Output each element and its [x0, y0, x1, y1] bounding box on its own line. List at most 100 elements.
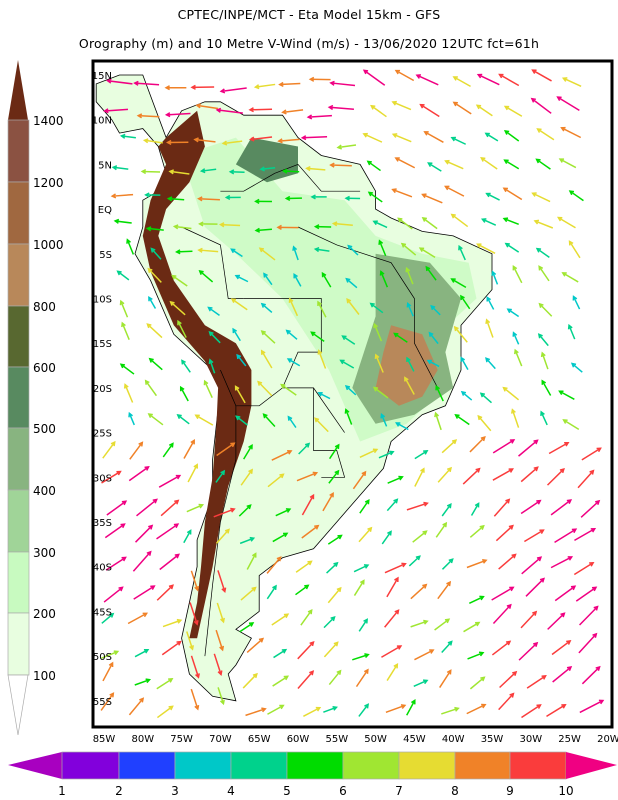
- wind-arrow: [562, 419, 580, 430]
- wind-arrow: [281, 168, 300, 174]
- wind-arrow: [136, 498, 158, 517]
- wind-arrow: [296, 471, 319, 482]
- wind-arrow: [190, 655, 200, 679]
- wind-arrow: [183, 529, 192, 544]
- wind-arrow: [502, 187, 523, 201]
- lon-label: 25W: [558, 734, 581, 745]
- wind-arrow: [102, 661, 114, 682]
- wind-arrow: [300, 608, 313, 626]
- wind-colorbar-label: 1: [58, 784, 66, 798]
- wind-arrow: [216, 442, 236, 457]
- wind-arrow: [520, 499, 542, 515]
- wind-arrow: [266, 556, 282, 574]
- orography-colorbar-top-arrow: [8, 60, 28, 120]
- country-border: [297, 226, 439, 389]
- wind-arrow: [303, 706, 322, 717]
- lon-label: 20W: [597, 734, 618, 745]
- lat-label: 10N: [92, 116, 112, 127]
- wind-arrow: [530, 97, 552, 114]
- wind-arrow: [208, 358, 216, 374]
- lat-label: 5N: [98, 160, 112, 171]
- wind-arrow: [441, 503, 452, 517]
- wind-arrow: [195, 103, 219, 110]
- wind-arrow: [434, 411, 442, 431]
- wind-arrow: [101, 470, 122, 484]
- wind-arrow: [414, 467, 425, 487]
- wind-arrow: [158, 474, 182, 488]
- wind-arrow: [232, 327, 241, 342]
- land-layer: [95, 74, 493, 702]
- wind-arrow: [412, 530, 428, 543]
- wind-arrow: [444, 159, 464, 170]
- lon-label: 30W: [519, 734, 542, 745]
- wind-arrow: [556, 96, 580, 112]
- orography-colorbar-swatch: [7, 243, 30, 307]
- wind-arrow: [235, 415, 248, 426]
- wind-arrow: [466, 558, 488, 569]
- wind-arrow: [526, 674, 547, 689]
- wind-arrow: [134, 524, 154, 543]
- wind-arrow: [197, 196, 220, 202]
- wind-arrow: [156, 523, 180, 540]
- wind-arrow: [260, 302, 273, 314]
- wind-arrow: [166, 196, 185, 202]
- wind-arrow: [419, 103, 440, 118]
- wind-arrow: [406, 501, 429, 511]
- wind-arrow: [293, 273, 302, 287]
- wind-colorbar-swatch: [286, 751, 344, 780]
- wind-arrow: [460, 356, 469, 371]
- wind-vectors: [100, 69, 605, 719]
- wind-arrow: [558, 158, 577, 169]
- wind-arrow: [148, 357, 163, 371]
- lon-label: 65W: [248, 734, 271, 745]
- wind-arrow: [379, 270, 389, 288]
- wind-arrow: [183, 438, 195, 459]
- wind-arrow: [378, 450, 395, 459]
- orography-colorbar-label: 100: [33, 669, 56, 683]
- wind-arrow: [558, 390, 575, 400]
- wind-arrow: [156, 678, 174, 690]
- wind-arrow: [162, 618, 183, 628]
- wind-arrow: [373, 322, 383, 342]
- lat-label: 30S: [93, 473, 112, 484]
- lon-label: 35W: [481, 734, 504, 745]
- wind-arrow: [313, 224, 332, 230]
- wind-arrow: [521, 556, 543, 575]
- wind-arrow: [395, 422, 409, 431]
- wind-colorbar: 1 2 3 4 5 6 7 8 9 10: [8, 751, 617, 798]
- wind-arrow: [236, 353, 247, 367]
- wind-arrow: [272, 675, 290, 687]
- wind-arrow: [561, 77, 582, 87]
- wind-arrow: [329, 162, 352, 168]
- wind-arrow: [413, 679, 429, 688]
- wind-arrow: [575, 586, 598, 602]
- wind-arrow: [453, 325, 468, 343]
- wind-arrow: [175, 249, 193, 255]
- country-border: [181, 226, 244, 299]
- wind-arrow: [554, 585, 577, 602]
- wind-arrow: [460, 390, 473, 401]
- country-border: [204, 369, 237, 657]
- wind-arrow: [421, 217, 438, 230]
- wind-arrow: [230, 248, 243, 258]
- wind-arrow: [169, 300, 186, 316]
- wind-colorbar-swatch: [174, 751, 232, 780]
- wind-arrow: [159, 553, 180, 571]
- orography-colorbar-swatch: [7, 427, 30, 491]
- wind-arrow: [467, 651, 485, 660]
- wind-arrow: [145, 226, 164, 232]
- wind-arrow: [238, 504, 252, 517]
- wind-arrow: [541, 379, 552, 396]
- wind-arrow: [277, 138, 300, 144]
- wind-arrow: [533, 219, 554, 229]
- wind-arrow: [476, 73, 500, 86]
- wind-arrow: [208, 330, 221, 344]
- wind-colorbar-left-arrow: [8, 752, 62, 779]
- wind-arrow: [292, 245, 299, 261]
- wind-arrow: [317, 349, 327, 369]
- wind-arrow: [190, 570, 200, 592]
- wind-arrow: [285, 329, 298, 340]
- lat-label: 20S: [93, 384, 112, 395]
- wind-arrow: [300, 135, 328, 141]
- wind-arrow: [134, 648, 150, 658]
